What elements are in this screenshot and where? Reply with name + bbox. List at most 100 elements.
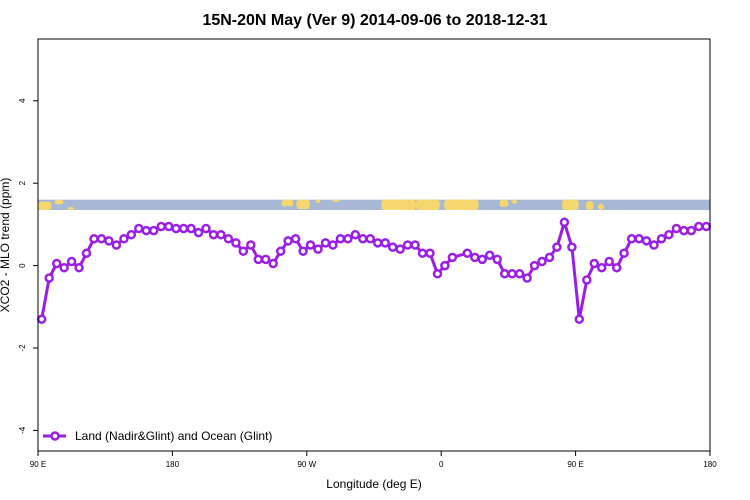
data-point xyxy=(425,248,435,258)
data-point xyxy=(641,236,652,246)
data-point xyxy=(410,240,420,250)
data-point xyxy=(208,229,219,240)
data-point xyxy=(335,234,346,244)
data-point xyxy=(529,260,540,271)
data-point xyxy=(51,258,62,269)
data-point xyxy=(604,256,614,267)
map-land xyxy=(444,199,479,210)
data-point xyxy=(544,252,555,263)
data-point xyxy=(260,254,271,265)
y-tick-label: 4 xyxy=(18,98,27,103)
data-point xyxy=(470,252,480,263)
x-tick-label: 90 W xyxy=(297,460,316,469)
data-point xyxy=(380,238,390,248)
data-point xyxy=(313,244,323,254)
data-point xyxy=(163,221,174,232)
chart-title: 15N-20N May (Ver 9) 2014-09-06 to 2018-1… xyxy=(202,12,547,29)
data-point xyxy=(432,269,443,279)
x-axis-label: Longitude (deg E) xyxy=(326,477,421,491)
map-land xyxy=(281,199,294,207)
data-point xyxy=(111,240,122,250)
plot-frame xyxy=(37,38,711,452)
data-point xyxy=(223,234,234,244)
data-point xyxy=(499,269,510,279)
data-point xyxy=(664,229,674,240)
data-point xyxy=(589,258,600,269)
data-point xyxy=(447,252,458,263)
data-point xyxy=(36,314,47,324)
data-point xyxy=(484,250,495,261)
data-point xyxy=(634,234,644,244)
data-point xyxy=(66,256,77,267)
data-point xyxy=(119,234,129,244)
data-point xyxy=(694,221,704,232)
map-land xyxy=(38,201,52,210)
map-land xyxy=(54,199,64,205)
y-tick-label: -2 xyxy=(18,344,27,352)
data-point xyxy=(350,229,361,240)
data-point xyxy=(372,238,383,248)
data-point xyxy=(679,225,689,236)
data-point xyxy=(134,223,144,234)
data-point xyxy=(268,258,278,269)
data-point xyxy=(507,269,517,279)
data-point xyxy=(611,262,622,273)
x-tick-label: 0 xyxy=(439,460,444,469)
map-land xyxy=(586,201,594,210)
data-point xyxy=(686,225,697,236)
data-point xyxy=(559,217,570,228)
legend-marker-swatch xyxy=(50,431,60,441)
data-point xyxy=(44,273,54,283)
world-map-strip xyxy=(38,199,710,210)
y-axis: -4 -2 0 2 4 xyxy=(18,98,38,434)
data-point xyxy=(156,221,166,232)
data-point xyxy=(701,221,712,232)
legend: Land (Nadir&Glint) and Ocean (Glint) xyxy=(43,429,272,443)
map-land xyxy=(415,199,440,210)
data-point xyxy=(74,262,84,273)
data-point xyxy=(89,234,99,244)
map-land xyxy=(499,199,509,207)
x-tick-label: 180 xyxy=(166,460,180,469)
data-point xyxy=(320,238,331,248)
data-point xyxy=(671,223,682,234)
map-land xyxy=(67,206,74,210)
data-point xyxy=(492,254,502,265)
map-ocean xyxy=(38,199,710,210)
data-point xyxy=(81,248,92,258)
data-point xyxy=(238,246,249,256)
map-land xyxy=(296,199,310,209)
data-point xyxy=(104,236,114,246)
y-tick-label: -4 xyxy=(18,426,27,434)
data-point xyxy=(365,234,376,244)
data-point xyxy=(596,262,607,273)
data-point xyxy=(649,240,659,250)
data-point xyxy=(201,223,211,234)
data-point xyxy=(216,229,226,240)
data-point xyxy=(552,242,562,252)
data-point xyxy=(246,240,256,250)
x-axis: 90 E 180 90 W 0 90 E 180 xyxy=(30,451,717,469)
data-point xyxy=(395,244,405,254)
data-point xyxy=(514,269,525,279)
map-land xyxy=(511,199,518,204)
map-land xyxy=(381,199,416,210)
data-point xyxy=(417,248,428,258)
data-point xyxy=(343,234,353,244)
data-point xyxy=(290,234,301,244)
data-point xyxy=(574,314,585,324)
data-point xyxy=(567,242,577,252)
y-axis-label: XCO2 - MLO trend (ppm) xyxy=(0,178,12,313)
map-land xyxy=(315,199,321,203)
data-point xyxy=(231,238,241,248)
data-point xyxy=(253,254,264,265)
data-point xyxy=(171,223,181,234)
data-point xyxy=(178,223,189,234)
x-tick-label: 90 E xyxy=(30,460,46,469)
data-point xyxy=(537,256,547,267)
x-tick-label: 90 E xyxy=(567,460,583,469)
data-point xyxy=(298,246,308,256)
data-point xyxy=(462,248,473,258)
